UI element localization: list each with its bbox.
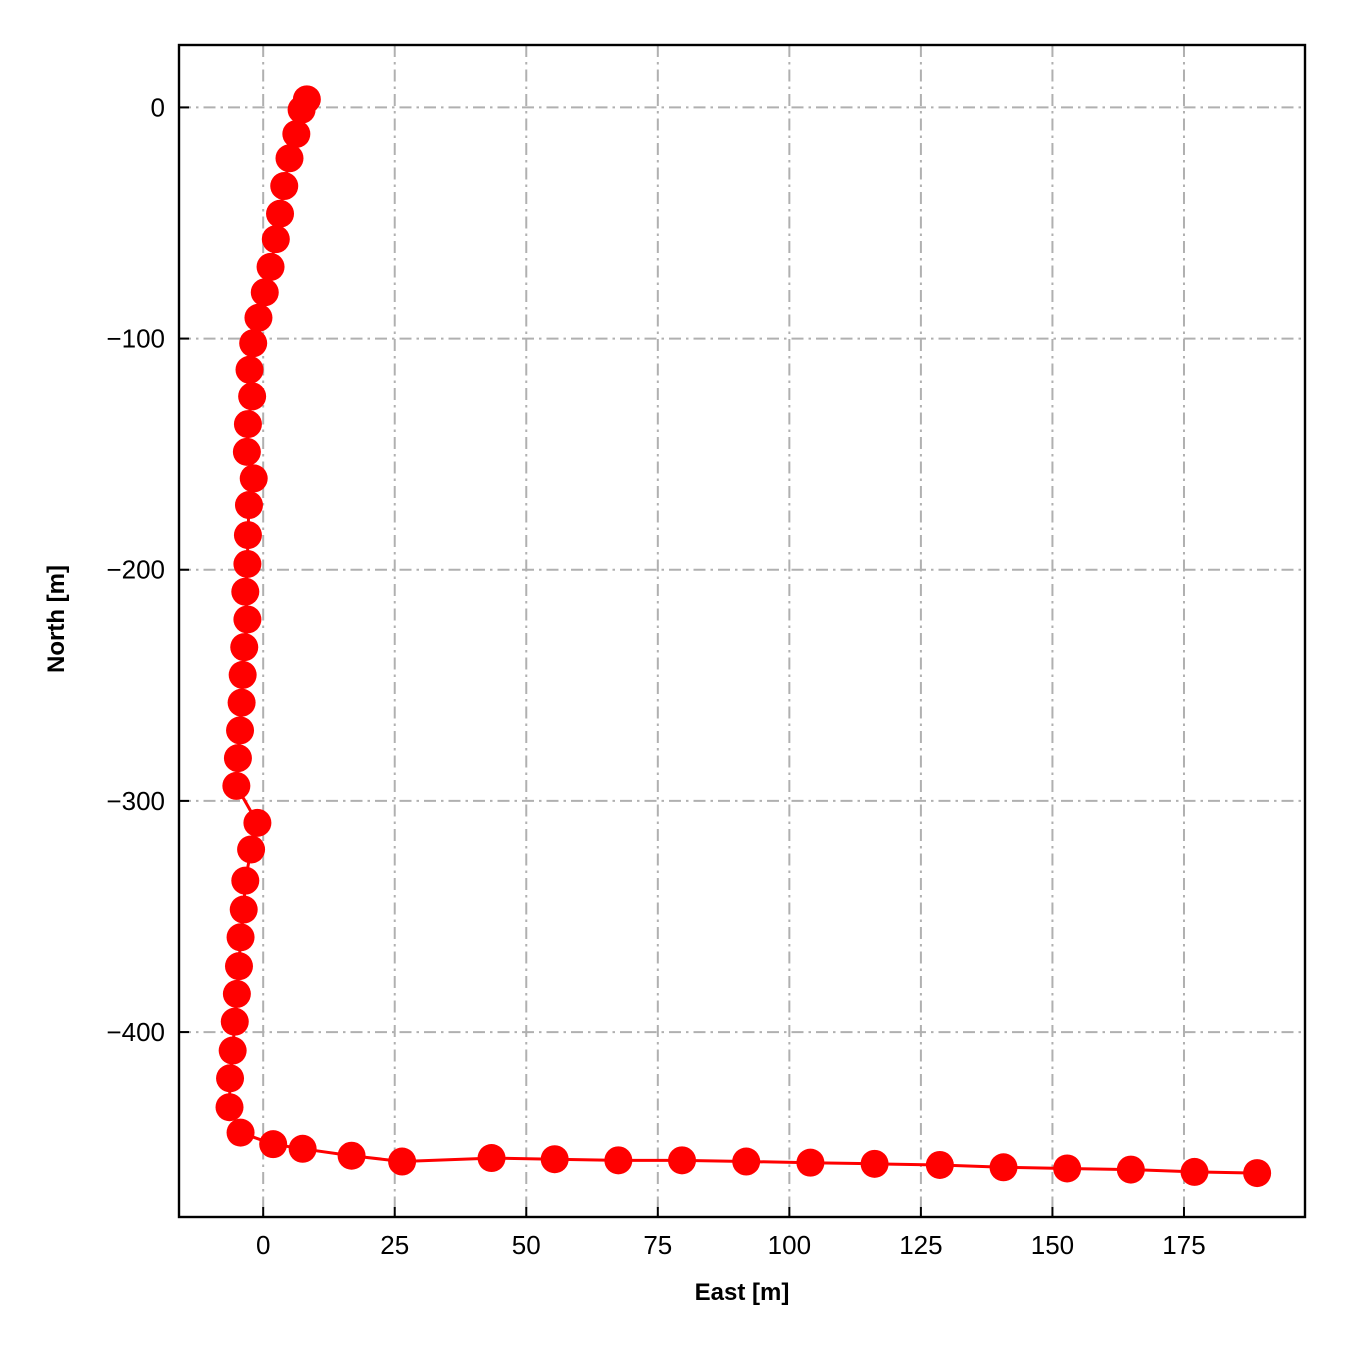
y-axis-label: North [m] <box>43 565 70 673</box>
data-point <box>1053 1154 1082 1183</box>
data-point <box>477 1144 506 1173</box>
y-tick-label: −200 <box>106 555 165 585</box>
data-point <box>604 1146 633 1175</box>
x-tick-label: 0 <box>256 1230 270 1260</box>
data-point <box>668 1146 697 1175</box>
data-point <box>256 252 285 281</box>
data-point <box>229 895 258 924</box>
data-point <box>337 1141 366 1170</box>
data-point <box>266 199 295 228</box>
data-point <box>275 144 304 173</box>
data-point <box>215 1093 244 1122</box>
data-point <box>860 1149 889 1178</box>
data-point <box>259 1130 288 1159</box>
data-point <box>237 835 266 864</box>
data-point <box>925 1150 954 1179</box>
data-point <box>222 979 251 1008</box>
data-point <box>250 278 279 307</box>
data-point <box>233 549 262 578</box>
x-tick-label: 25 <box>380 1230 409 1260</box>
data-point <box>233 605 262 634</box>
data-point <box>238 382 267 411</box>
x-tick-label: 100 <box>768 1230 811 1260</box>
data-point <box>796 1148 825 1177</box>
x-tick-label: 150 <box>1031 1230 1074 1260</box>
data-point <box>231 577 260 606</box>
data-point <box>989 1153 1018 1182</box>
data-point <box>287 95 316 124</box>
data-point <box>226 923 255 952</box>
data-point <box>227 688 256 717</box>
y-tick-label: −400 <box>106 1017 165 1047</box>
data-point <box>239 329 268 358</box>
data-point <box>218 1036 247 1065</box>
y-tick-label: 0 <box>151 92 165 122</box>
data-point <box>732 1147 761 1176</box>
data-point <box>540 1145 569 1174</box>
data-point <box>230 633 259 662</box>
plot-area <box>215 85 1272 1188</box>
data-point <box>226 1118 255 1147</box>
axis-ticks: 0 25 50 75 100 125 150 175 0 −100 −200 −300 −400 <box>106 92 1205 1260</box>
x-axis-label: East [m] <box>695 1279 790 1306</box>
x-tick-label: 175 <box>1162 1230 1205 1260</box>
data-point <box>243 808 272 837</box>
data-point <box>270 172 299 201</box>
data-point <box>228 660 257 689</box>
data-point <box>288 1134 317 1163</box>
data-point <box>261 225 290 254</box>
axes-frame <box>177 43 1307 1219</box>
data-point <box>224 952 253 981</box>
data-point <box>231 866 260 895</box>
data-point <box>233 521 262 550</box>
data-point <box>244 303 273 332</box>
grid <box>179 45 1305 1217</box>
x-tick-label: 50 <box>512 1230 541 1260</box>
data-point <box>1243 1159 1272 1188</box>
x-tick-label: 125 <box>899 1230 942 1260</box>
data-point <box>226 716 255 745</box>
data-point <box>234 491 263 520</box>
data-point <box>239 464 268 493</box>
data-point <box>232 437 261 466</box>
data-point <box>235 355 264 384</box>
x-tick-label: 75 <box>643 1230 672 1260</box>
y-tick-label: −300 <box>106 786 165 816</box>
y-tick-label: −100 <box>106 324 165 354</box>
data-point <box>1180 1157 1209 1186</box>
data-point <box>216 1064 245 1093</box>
data-point <box>233 410 262 439</box>
data-point <box>222 771 251 800</box>
data-point <box>1116 1155 1145 1184</box>
data-point <box>282 119 311 148</box>
data-point <box>220 1007 249 1036</box>
data-point <box>388 1147 417 1176</box>
data-point <box>223 744 252 773</box>
